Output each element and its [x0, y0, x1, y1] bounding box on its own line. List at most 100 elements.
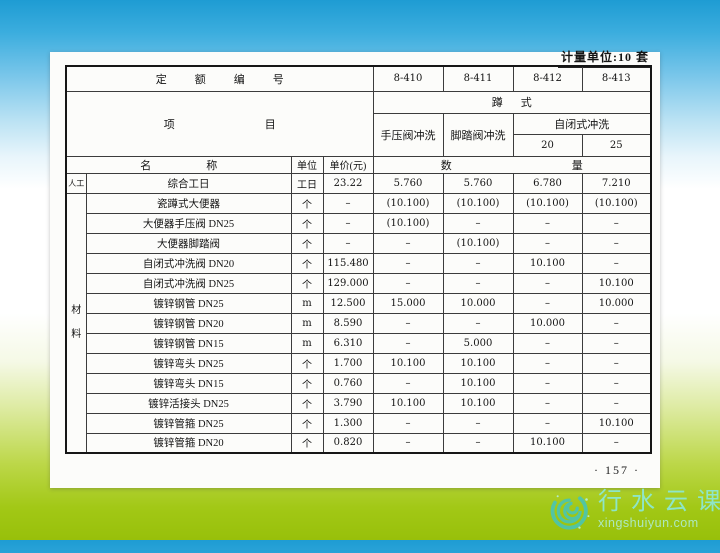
row-name: 自闭式冲洗阀 DN25: [85, 272, 292, 294]
table-row: 大便器脚踏阀个 – – (10.100) – –: [66, 232, 652, 254]
row-unit: m: [290, 312, 324, 334]
row-unit: 个: [290, 212, 324, 234]
size-cell: 20: [512, 133, 583, 157]
row-value: (10.100): [372, 212, 444, 234]
row-value: 10.100: [442, 352, 514, 374]
type-header-cell: 蹲式: [372, 90, 652, 114]
row-value: –: [512, 272, 583, 294]
material-char: 料: [71, 328, 82, 340]
row-price: 0.820: [322, 432, 374, 454]
name-header-label: 名称: [140, 159, 273, 172]
row-price: –: [322, 212, 374, 234]
row-price: –: [322, 232, 374, 254]
row-value: (10.100): [442, 232, 514, 254]
row-name: 大便器脚踏阀: [85, 232, 292, 254]
row-value: –: [512, 332, 583, 354]
row-price: 8.590: [322, 312, 374, 334]
quota-header-cell: 定额编号: [65, 65, 374, 92]
table-row: 镀锌弯头 DN25 个 1.700 10.100 10.100– –: [66, 352, 652, 374]
flush-type-hand-cell: 手压阀冲洗: [372, 112, 444, 157]
row-value: 10.100: [372, 392, 444, 414]
row-value: –: [442, 272, 514, 294]
row-name: 镀锌钢管 DN20: [85, 312, 292, 334]
name-header-cell: 名称: [65, 155, 292, 174]
row-unit: m: [290, 332, 324, 354]
table-row: 镀锌钢管 DN25 m 12.500 15.000 10.000–10.000: [66, 292, 652, 314]
row-value: –: [372, 332, 444, 354]
row-value: –: [581, 372, 652, 394]
row-value: –: [372, 312, 444, 334]
row-value: (10.100): [442, 192, 514, 214]
row-name: 镀锌钢管 DN15: [85, 332, 292, 354]
row-unit: 个: [290, 352, 324, 374]
row-price: 6.310: [322, 332, 374, 354]
flush-type-row: 手压阀冲洗 脚踏阀冲洗 自闭式冲洗: [66, 112, 652, 157]
row-value: –: [512, 232, 583, 254]
row-value: –: [372, 432, 444, 454]
type-header-row: 项目 蹲式: [65, 90, 652, 157]
flush-type-foot-cell: 脚踏阀冲洗: [442, 112, 514, 157]
row-value: 10.100: [512, 432, 583, 454]
row-value: –: [512, 212, 583, 234]
row-unit: 个: [290, 412, 324, 434]
row-value: –: [372, 272, 444, 294]
row-name: 镀锌钢管 DN25: [85, 292, 292, 314]
row-value: 10.000: [512, 312, 583, 334]
table-row: 镀锌管箍 DN20 个 0.820– –10.100–: [66, 432, 652, 454]
row-name: 镀锌活接头 DN25: [85, 392, 292, 414]
row-value: –: [512, 392, 583, 414]
item-header-label: 项目: [163, 118, 366, 131]
row-unit: 工日: [290, 172, 324, 194]
row-value: 10.100: [372, 352, 444, 374]
row-name: 大便器手压阀 DN25: [85, 212, 292, 234]
watermark-domain: xingshuiyun.com: [598, 516, 699, 531]
row-price: 0.760: [322, 372, 374, 394]
row-value: –: [581, 392, 652, 414]
size-cell: 25: [581, 133, 652, 157]
row-price: 3.790: [322, 392, 374, 414]
quota-code-row: 定额编号 8-410 8-411 8-412 8-413: [65, 65, 652, 92]
row-value: 10.100: [442, 372, 514, 394]
row-value: 5.760: [372, 172, 444, 194]
row-name: 镀锌管箍 DN25: [85, 412, 292, 434]
row-value: 7.210: [581, 172, 652, 194]
row-price: 115.480: [322, 252, 374, 274]
row-price: 1.700: [322, 352, 374, 374]
table-row: 镀锌弯头 DN15 个 0.760–10.100– –: [66, 372, 652, 394]
material-char: 材: [71, 304, 82, 316]
row-value: 10.000: [581, 292, 652, 314]
row-value: (10.100): [512, 192, 583, 214]
row-value: 10.000: [442, 292, 514, 314]
unit-header-cell: 单位: [290, 155, 324, 174]
row-value: –: [442, 312, 514, 334]
row-value: –: [581, 352, 652, 374]
table-row: 自闭式冲洗阀 DN25 个 129.000– – –10.100: [66, 272, 652, 294]
row-unit: 个: [290, 272, 324, 294]
wave-logo-icon: [550, 492, 590, 530]
quota-header-label: 定额编号: [155, 73, 312, 86]
item-header-cell: 项目: [65, 90, 374, 157]
row-price: 129.000: [322, 272, 374, 294]
row-name: 镀锌弯头 DN15: [85, 372, 292, 394]
row-value: –: [512, 292, 583, 314]
watermark: 行水云课 xingshuiyun.com: [550, 483, 720, 553]
material-label: 材料: [65, 192, 87, 454]
table-row: 材料瓷蹲式大便器个 – (10.100) (10.100) (10.100) (10.10…: [65, 192, 652, 454]
qty-header-cell: 数量: [372, 155, 652, 174]
row-value: 10.100: [581, 412, 652, 434]
labor-label: 人工: [65, 172, 87, 194]
row-value: –: [581, 432, 652, 454]
row-unit: 个: [290, 432, 324, 454]
row-value: –: [442, 432, 514, 454]
row-unit: 个: [290, 392, 324, 414]
row-value: –: [442, 252, 514, 274]
row-value: 6.780: [512, 172, 583, 194]
row-value: 10.100: [512, 252, 583, 274]
quota-code-cell: 8-410: [372, 65, 444, 92]
row-unit: 个: [290, 372, 324, 394]
row-value: –: [372, 232, 444, 254]
quota-table: 定额编号 8-410 8-411 8-412 8-413 项目 蹲式 手压阀冲洗…: [65, 65, 652, 454]
row-unit: 个: [290, 252, 324, 274]
quota-code-cell: 8-413: [581, 65, 652, 92]
row-value: –: [581, 252, 652, 274]
